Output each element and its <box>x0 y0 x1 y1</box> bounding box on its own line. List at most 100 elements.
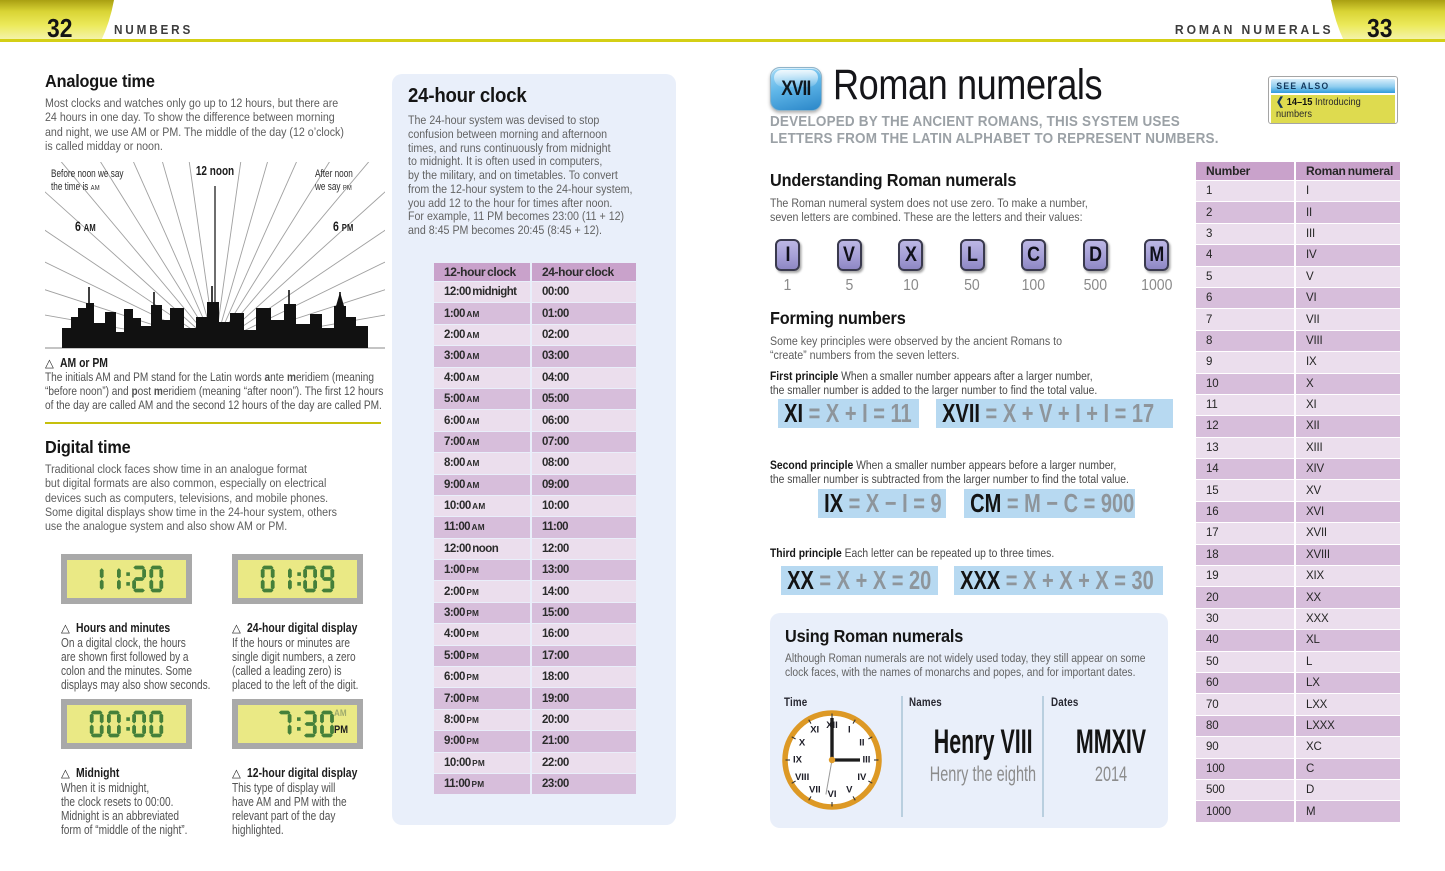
clock-caption: △ 12-hour digital display <box>232 765 385 780</box>
table-cell: LXX <box>1296 694 1400 715</box>
table-row: 10:00 PM 22:00 <box>434 752 636 773</box>
see-also-link[interactable]: ❮ 14–15 Introducing numbers <box>1271 95 1395 123</box>
svg-text:I: I <box>848 725 851 736</box>
table-cell: 8:00 AM <box>434 453 530 474</box>
table-cell: XL <box>1296 630 1400 651</box>
table-cell: V <box>1296 266 1400 287</box>
table-cell: 500 <box>1196 779 1294 801</box>
forming-numbers-heading: Forming numbers <box>770 308 906 328</box>
table-cell: 70 <box>1196 694 1294 715</box>
table-cell: 10:00 PM <box>434 752 530 773</box>
column-divider <box>901 696 903 817</box>
table-cell: XI <box>1296 394 1400 416</box>
monarch-name-reading: Henry the eighth <box>929 763 1037 786</box>
table-row: 17 XVII <box>1196 523 1400 544</box>
table-row: 3 III <box>1196 223 1400 245</box>
letter-key-value: 1 <box>783 277 792 294</box>
roman-letter-key: X <box>898 239 924 271</box>
table-cell: 7:00 PM <box>434 688 530 709</box>
table-cell: 6:00 PM <box>434 667 530 688</box>
equation-rhs: = X − I = 9 <box>843 488 942 518</box>
table-cell: 22:00 <box>532 752 636 773</box>
number-roman-numeral-table: Number Roman numeral 1 I 2 II 3 III 4 IV 5 V 6 VI 7 VII… <box>1196 162 1400 822</box>
table-cell: 5 <box>1196 266 1294 287</box>
svg-text:III: III <box>863 755 871 766</box>
table-row: 2 II <box>1196 202 1400 223</box>
table-cell: 08:00 <box>532 453 636 474</box>
second-principle-lead: Second principle <box>770 458 854 472</box>
table-cell: XIII <box>1296 437 1400 459</box>
table-row: 2:00 PM 14:00 <box>434 581 636 602</box>
triangle-icon: △ <box>232 622 241 635</box>
roman-date: MMXIV <box>1075 723 1147 761</box>
letter-key-value: 500 <box>1083 277 1107 294</box>
table-cell: 19 <box>1196 566 1294 587</box>
table-cell: VI <box>1296 287 1400 309</box>
digital-time-paragraph: Traditional clock faces show time in an … <box>45 462 337 534</box>
table-row: 13 XIII <box>1196 437 1400 459</box>
digital-time-heading: Digital time <box>45 437 131 457</box>
table-row: 6:00 PM 18:00 <box>434 667 636 688</box>
table-cell: VIII <box>1296 330 1400 352</box>
table-cell: 5:00 AM <box>434 388 530 410</box>
see-also-box[interactable]: SEE ALSO ❮ 14–15 Introducing numbers <box>1268 76 1398 124</box>
clock-caption-title: Midnight <box>75 765 120 780</box>
table-header-cell: Number <box>1196 162 1294 180</box>
seven-segment-digits <box>278 710 334 738</box>
table-cell: 23:00 <box>532 773 636 795</box>
using-paragraph: Although Roman numerals are not widely u… <box>785 651 1146 679</box>
table-cell: 18:00 <box>532 667 636 688</box>
table-row: 80 LXXX <box>1196 715 1400 737</box>
header-rule <box>0 39 1445 42</box>
letter-key-column: D 500 <box>1065 239 1127 295</box>
table-cell: 12 <box>1196 416 1294 437</box>
table-cell: 02:00 <box>532 324 636 346</box>
table-row: 60 LX <box>1196 672 1400 694</box>
page-title: Roman numerals <box>833 61 1103 109</box>
understanding-paragraph: The Roman numeral system does not use ze… <box>770 196 1088 225</box>
text-segment: nte <box>270 370 287 384</box>
table-row: 12:00 noon 12:00 <box>434 538 636 560</box>
page-number-right: 33 <box>1367 13 1393 43</box>
table-cell: 03:00 <box>532 346 636 367</box>
skyline-label-6pm: 6 PM <box>333 219 353 234</box>
table-cell: 04:00 <box>532 367 636 388</box>
svg-text:VI: VI <box>828 789 837 800</box>
equation-rhs: = X + V + I + I = 17 <box>979 398 1155 428</box>
page-corner-tab-right <box>1331 0 1445 41</box>
table-cell: 4 <box>1196 245 1294 266</box>
table-cell: 12:00 <box>532 538 636 560</box>
table-cell: 3 <box>1196 223 1294 245</box>
roman-letter-key: I <box>775 239 801 271</box>
table-row: 100 C <box>1196 758 1400 779</box>
skyline-label-12-noon: 12 noon <box>195 164 235 178</box>
table-cell: XIV <box>1296 459 1400 480</box>
table-cell: LXXX <box>1296 715 1400 737</box>
24-hour-clock-heading: 24-hour clock <box>408 85 527 107</box>
see-also-title: SEE ALSO <box>1276 80 1330 92</box>
table-row: 7:00 PM 19:00 <box>434 688 636 709</box>
table-cell: 15 <box>1196 480 1294 501</box>
table-cell: 00:00 <box>532 282 636 303</box>
roman-numeral-clock: XIIIIIIIIIVVVIVIIVIIIIXXXI <box>782 710 882 810</box>
skyline-illustration: Before noon we say the time is AM 12 noo… <box>45 162 385 354</box>
text-segment: AM <box>90 183 100 192</box>
table-cell: 20:00 <box>532 709 636 731</box>
table-cell: 8 <box>1196 330 1294 352</box>
table-cell: XII <box>1296 416 1400 437</box>
table-cell: 21:00 <box>532 731 636 752</box>
clock-caption-title: 12-hour digital display <box>246 765 358 780</box>
see-also-text: ❮ 14–15 Introducing numbers <box>1276 96 1397 120</box>
table-header-cell: 12-hour clock <box>434 263 530 281</box>
table-cell: 15:00 <box>532 602 636 624</box>
svg-text:IX: IX <box>793 755 803 766</box>
table-row: 7 VII <box>1196 309 1400 330</box>
lcd-screen <box>238 560 357 598</box>
svg-text:V: V <box>846 784 853 795</box>
table-cell: IX <box>1296 352 1400 373</box>
table-row: 12 XII <box>1196 416 1400 437</box>
table-row: 2:00 AM 02:00 <box>434 324 636 346</box>
text-segment: m <box>286 370 296 384</box>
